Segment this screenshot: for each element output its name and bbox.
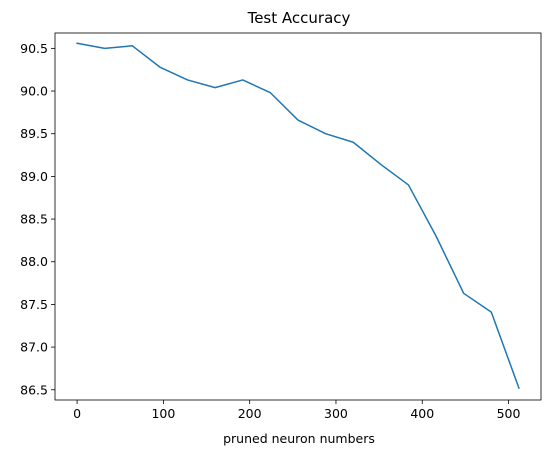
- y-axis-ticks: 86.5 87.0 87.5 88.0 88.5 89.0 89.5 90.0 90.5: [20, 41, 55, 397]
- series-line-0: [76, 42, 520, 390]
- y-tick-label: 87.5: [20, 297, 48, 312]
- y-tick-label: 86.5: [20, 382, 48, 397]
- axes-frame: [54, 32, 542, 401]
- y-tick-label: 89.0: [20, 169, 48, 184]
- x-tick-label: 300: [324, 406, 348, 421]
- x-axis-label: pruned neuron numbers: [223, 431, 375, 446]
- x-tick-label: 200: [238, 406, 262, 421]
- x-tick-label: 500: [497, 406, 521, 421]
- y-tick-label: 87.0: [20, 340, 48, 355]
- chart-title: Test Accuracy: [247, 9, 351, 27]
- x-tick-label: 400: [410, 406, 434, 421]
- plot-area: [54, 32, 542, 401]
- y-tick-label: 89.5: [20, 126, 48, 141]
- y-tick-label: 90.5: [20, 41, 48, 56]
- x-tick-label: 100: [151, 406, 175, 421]
- y-tick-label: 88.0: [20, 254, 48, 269]
- y-tick-label: 90.0: [20, 84, 48, 99]
- y-tick-label: 88.5: [20, 212, 48, 227]
- x-tick-label: 0: [73, 406, 81, 421]
- x-axis-ticks: 0 100 200 300 400 500: [73, 400, 521, 421]
